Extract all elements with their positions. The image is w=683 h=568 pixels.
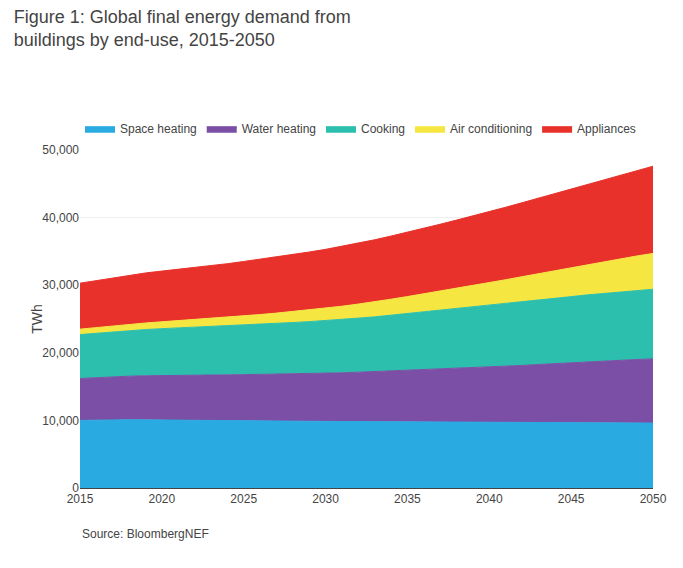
svg-text:2020: 2020: [149, 492, 176, 506]
svg-text:30,000: 30,000: [42, 278, 79, 292]
svg-text:Source: BloombergNEF: Source: BloombergNEF: [82, 527, 209, 541]
svg-text:Figure 1: Global final energy: Figure 1: Global final energy demand fro…: [14, 7, 351, 50]
svg-text:2035: 2035: [394, 492, 421, 506]
svg-text:2030: 2030: [312, 492, 339, 506]
svg-text:2040: 2040: [476, 492, 503, 506]
svg-text:Cooking: Cooking: [361, 122, 405, 136]
svg-text:2025: 2025: [230, 492, 257, 506]
svg-text:2050: 2050: [640, 492, 667, 506]
svg-text:Space heating: Space heating: [120, 122, 197, 136]
svg-text:20,000: 20,000: [42, 346, 79, 360]
svg-text:Water heating: Water heating: [242, 122, 316, 136]
svg-text:10,000: 10,000: [42, 414, 79, 428]
svg-text:2015: 2015: [67, 492, 94, 506]
svg-text:TWh: TWh: [29, 304, 45, 334]
svg-text:Appliances: Appliances: [577, 122, 636, 136]
svg-text:Air conditioning: Air conditioning: [450, 122, 532, 136]
svg-text:0: 0: [72, 481, 79, 495]
svg-text:2045: 2045: [558, 492, 585, 506]
svg-text:50,000: 50,000: [42, 143, 79, 157]
svg-text:40,000: 40,000: [42, 211, 79, 225]
